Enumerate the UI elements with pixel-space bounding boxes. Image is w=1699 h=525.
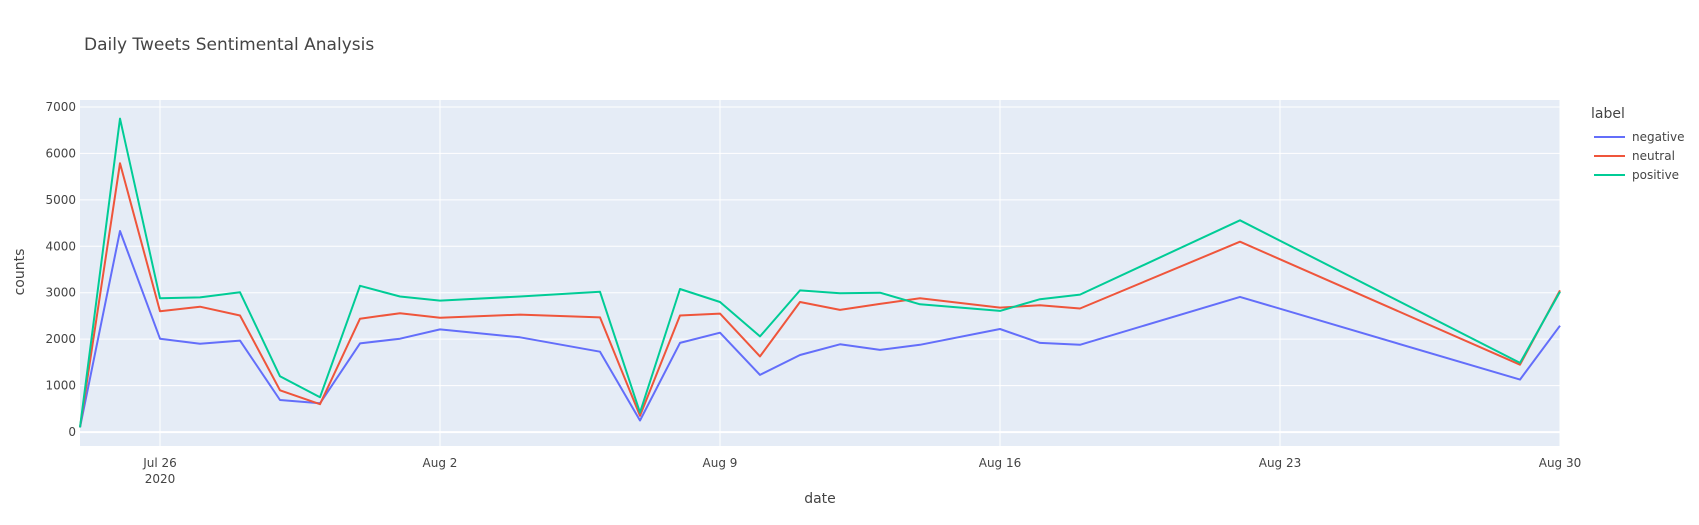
legend-item-positive[interactable]: positive — [1594, 168, 1679, 182]
x-axis-title: date — [804, 491, 836, 507]
series-line-neutral — [79, 162, 1561, 428]
x-tick-sublabel: 2020 — [145, 472, 176, 486]
y-tick-label: 6000 — [45, 146, 76, 160]
x-tick-labels: Jul 26 2020 Aug 2 Aug 9 Aug 16 Aug 23 Aug 30 — [142, 456, 1581, 486]
chart-title: Daily Tweets Sentimental Analysis — [84, 35, 374, 55]
x-tick-label: Aug 16 — [979, 456, 1022, 470]
y-tick-label: 7000 — [45, 100, 76, 114]
series-line-positive — [79, 117, 1561, 428]
legend-label: neutral — [1632, 149, 1675, 163]
y-tick-label: 0 — [68, 425, 76, 439]
legend-label: positive — [1632, 168, 1679, 182]
series-line-negative — [79, 230, 1561, 428]
y-tick-labels: 0 1000 2000 3000 4000 5000 6000 7000 — [45, 100, 76, 439]
x-tick-label: Aug 30 — [1539, 456, 1582, 470]
y-tick-label: 2000 — [45, 332, 76, 346]
x-gridlines — [159, 100, 1561, 446]
series-lines — [79, 117, 1561, 428]
y-tick-label: 4000 — [45, 239, 76, 253]
legend-label: negative — [1632, 130, 1684, 144]
y-tick-label: 3000 — [45, 286, 76, 300]
y-axis-title: counts — [12, 249, 28, 296]
x-tick-label: Aug 2 — [423, 456, 458, 470]
y-tick-label: 5000 — [45, 193, 76, 207]
y-gridlines — [80, 106, 1560, 434]
x-tick-label: Aug 9 — [703, 456, 738, 470]
legend-title: label — [1591, 106, 1625, 122]
x-tick-label: Aug 23 — [1259, 456, 1302, 470]
y-tick-label: 1000 — [45, 379, 76, 393]
plot-area — [80, 100, 1560, 446]
legend[interactable]: label negative neutral positive — [1591, 106, 1684, 182]
legend-item-neutral[interactable]: neutral — [1594, 149, 1675, 163]
legend-item-negative[interactable]: negative — [1594, 130, 1684, 144]
x-tick-label: Jul 26 — [142, 456, 177, 470]
